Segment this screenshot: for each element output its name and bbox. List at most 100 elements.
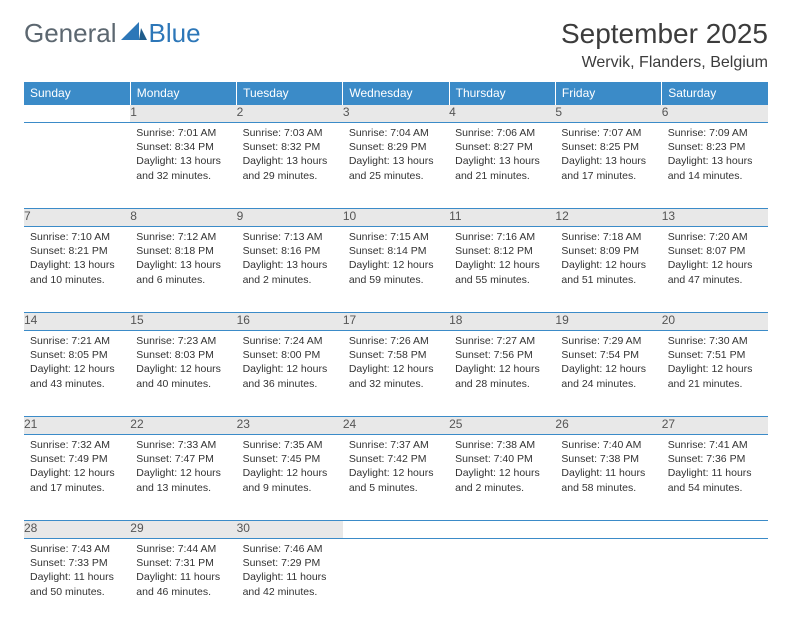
day-detail-line: Daylight: 13 hours: [243, 154, 337, 168]
day-detail-line: Sunset: 7:29 PM: [243, 556, 337, 570]
day-number-row: 14151617181920: [24, 313, 768, 331]
day-detail-line: Daylight: 13 hours: [455, 154, 549, 168]
day-detail-line: Sunset: 8:25 PM: [561, 140, 655, 154]
day-detail-line: and 13 minutes.: [136, 481, 230, 495]
day-content-cell: Sunrise: 7:38 AMSunset: 7:40 PMDaylight:…: [449, 435, 555, 521]
day-detail-line: Sunset: 7:56 PM: [455, 348, 549, 362]
day-number-cell: 14: [24, 313, 130, 331]
day-detail-line: and 40 minutes.: [136, 377, 230, 391]
day-number-cell: 11: [449, 209, 555, 227]
day-detail-line: Daylight: 11 hours: [561, 466, 655, 480]
day-detail-line: Sunrise: 7:21 AM: [30, 334, 124, 348]
day-number-cell: 22: [130, 417, 236, 435]
weekday-header: Tuesday: [237, 82, 343, 105]
day-detail-line: and 50 minutes.: [30, 585, 124, 599]
day-detail-line: Sunset: 8:05 PM: [30, 348, 124, 362]
day-detail-line: Daylight: 12 hours: [455, 362, 549, 376]
day-number-cell: 17: [343, 313, 449, 331]
day-detail-line: Sunrise: 7:10 AM: [30, 230, 124, 244]
day-detail-line: Daylight: 12 hours: [455, 466, 549, 480]
day-number-cell: 23: [237, 417, 343, 435]
day-number-cell: 9: [237, 209, 343, 227]
day-content-cell: Sunrise: 7:29 AMSunset: 7:54 PMDaylight:…: [555, 331, 661, 417]
weekday-header: Friday: [555, 82, 661, 105]
day-detail-line: Sunset: 8:32 PM: [243, 140, 337, 154]
day-detail-line: Daylight: 12 hours: [349, 362, 443, 376]
day-detail-line: and 55 minutes.: [455, 273, 549, 287]
day-detail-line: Daylight: 12 hours: [30, 362, 124, 376]
day-detail-line: Daylight: 11 hours: [136, 570, 230, 584]
calendar-header-row: SundayMondayTuesdayWednesdayThursdayFrid…: [24, 82, 768, 105]
day-content-cell: Sunrise: 7:32 AMSunset: 7:49 PMDaylight:…: [24, 435, 130, 521]
day-content-cell: Sunrise: 7:24 AMSunset: 8:00 PMDaylight:…: [237, 331, 343, 417]
day-detail-line: Sunset: 8:07 PM: [668, 244, 762, 258]
day-number-cell: 26: [555, 417, 661, 435]
weekday-header: Wednesday: [343, 82, 449, 105]
day-content-cell: Sunrise: 7:13 AMSunset: 8:16 PMDaylight:…: [237, 227, 343, 313]
day-detail-line: and 36 minutes.: [243, 377, 337, 391]
day-detail-line: Sunset: 8:00 PM: [243, 348, 337, 362]
day-content-cell: Sunrise: 7:35 AMSunset: 7:45 PMDaylight:…: [237, 435, 343, 521]
day-detail-line: Daylight: 12 hours: [349, 258, 443, 272]
day-detail-line: and 6 minutes.: [136, 273, 230, 287]
day-detail-line: and 10 minutes.: [30, 273, 124, 287]
day-detail-line: Sunrise: 7:41 AM: [668, 438, 762, 452]
weekday-header: Sunday: [24, 82, 130, 105]
day-content-cell: Sunrise: 7:10 AMSunset: 8:21 PMDaylight:…: [24, 227, 130, 313]
day-content-cell: Sunrise: 7:07 AMSunset: 8:25 PMDaylight:…: [555, 123, 661, 209]
day-detail-line: Sunset: 8:03 PM: [136, 348, 230, 362]
day-detail-line: Daylight: 11 hours: [243, 570, 337, 584]
logo-sail-icon: [121, 20, 147, 47]
day-detail-line: and 43 minutes.: [30, 377, 124, 391]
day-detail-line: Daylight: 12 hours: [243, 466, 337, 480]
day-content-cell: Sunrise: 7:18 AMSunset: 8:09 PMDaylight:…: [555, 227, 661, 313]
day-content-cell: Sunrise: 7:41 AMSunset: 7:36 PMDaylight:…: [662, 435, 768, 521]
day-detail-line: and 25 minutes.: [349, 169, 443, 183]
day-detail-line: Sunrise: 7:37 AM: [349, 438, 443, 452]
day-detail-line: Sunset: 7:31 PM: [136, 556, 230, 570]
day-content-cell: Sunrise: 7:06 AMSunset: 8:27 PMDaylight:…: [449, 123, 555, 209]
day-detail-line: Daylight: 11 hours: [668, 466, 762, 480]
day-detail-line: Sunrise: 7:44 AM: [136, 542, 230, 556]
day-content-cell: Sunrise: 7:40 AMSunset: 7:38 PMDaylight:…: [555, 435, 661, 521]
day-detail-line: and 58 minutes.: [561, 481, 655, 495]
brand-logo: General Blue: [24, 18, 201, 49]
day-detail-line: Sunset: 8:21 PM: [30, 244, 124, 258]
day-detail-line: Sunrise: 7:07 AM: [561, 126, 655, 140]
day-detail-line: Daylight: 12 hours: [30, 466, 124, 480]
day-detail-line: Daylight: 13 hours: [136, 258, 230, 272]
day-detail-line: Sunset: 7:42 PM: [349, 452, 443, 466]
month-title: September 2025: [561, 18, 768, 50]
day-detail-line: and 17 minutes.: [561, 169, 655, 183]
day-content-cell: Sunrise: 7:20 AMSunset: 8:07 PMDaylight:…: [662, 227, 768, 313]
day-number-cell: 3: [343, 105, 449, 123]
day-number-cell: 21: [24, 417, 130, 435]
day-content-cell: Sunrise: 7:15 AMSunset: 8:14 PMDaylight:…: [343, 227, 449, 313]
page-header: General Blue September 2025 Wervik, Flan…: [24, 18, 768, 72]
day-detail-line: Sunrise: 7:38 AM: [455, 438, 549, 452]
day-detail-line: Sunset: 7:45 PM: [243, 452, 337, 466]
day-detail-line: Sunset: 8:27 PM: [455, 140, 549, 154]
day-detail-line: and 9 minutes.: [243, 481, 337, 495]
day-detail-line: Sunrise: 7:16 AM: [455, 230, 549, 244]
day-content-cell: Sunrise: 7:30 AMSunset: 7:51 PMDaylight:…: [662, 331, 768, 417]
day-detail-line: Sunset: 7:58 PM: [349, 348, 443, 362]
day-detail-line: and 2 minutes.: [243, 273, 337, 287]
day-detail-line: Sunrise: 7:01 AM: [136, 126, 230, 140]
day-detail-line: and 28 minutes.: [455, 377, 549, 391]
day-number-cell: 2: [237, 105, 343, 123]
day-detail-line: Sunrise: 7:35 AM: [243, 438, 337, 452]
day-number-row: 78910111213: [24, 209, 768, 227]
day-detail-line: and 59 minutes.: [349, 273, 443, 287]
day-detail-line: Daylight: 13 hours: [243, 258, 337, 272]
logo-text-general: General: [24, 18, 117, 49]
day-detail-line: Sunrise: 7:15 AM: [349, 230, 443, 244]
day-content-cell: Sunrise: 7:33 AMSunset: 7:47 PMDaylight:…: [130, 435, 236, 521]
day-detail-line: Sunrise: 7:46 AM: [243, 542, 337, 556]
day-detail-line: Sunrise: 7:29 AM: [561, 334, 655, 348]
day-number-cell: 10: [343, 209, 449, 227]
day-number-cell: 5: [555, 105, 661, 123]
day-content-cell: Sunrise: 7:09 AMSunset: 8:23 PMDaylight:…: [662, 123, 768, 209]
day-detail-line: Daylight: 12 hours: [561, 362, 655, 376]
day-number-cell: 12: [555, 209, 661, 227]
